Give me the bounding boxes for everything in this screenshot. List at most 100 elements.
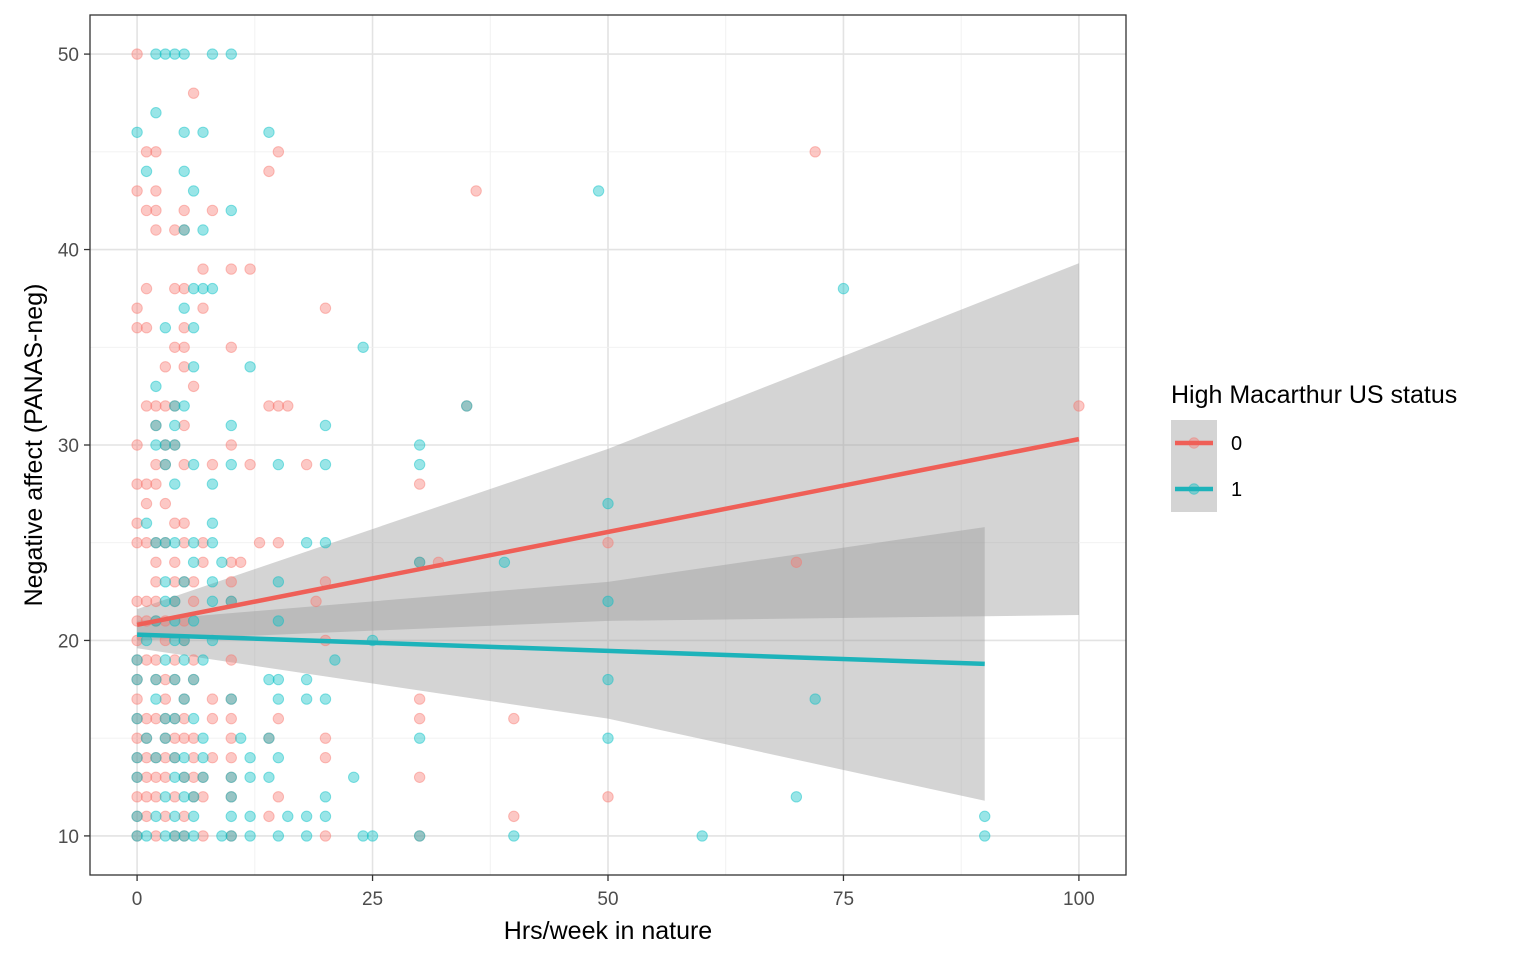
data-point-group-1 (187, 458, 200, 471)
data-point-group-0 (197, 830, 209, 842)
data-point-group-1 (225, 204, 237, 217)
data-point-group-1 (225, 693, 237, 705)
data-point-group-1 (282, 810, 294, 823)
data-point-group-0 (178, 204, 190, 217)
data-point-group-1 (159, 458, 172, 471)
data-point-group-1 (178, 576, 190, 588)
data-point-group-0 (187, 752, 200, 764)
data-point-group-0 (131, 810, 143, 823)
data-point-group-0 (187, 732, 200, 744)
data-point-group-0 (150, 478, 162, 490)
data-point-group-0 (225, 752, 237, 764)
data-point-group-1 (216, 830, 228, 842)
data-point-group-0 (470, 185, 482, 197)
data-point-group-1 (413, 732, 426, 744)
data-point-group-0 (206, 752, 219, 764)
data-point-group-1 (366, 830, 379, 842)
data-point-group-1 (197, 224, 209, 236)
data-point-group-1 (187, 361, 200, 373)
data-point-group-0 (187, 380, 200, 393)
data-point-group-0 (169, 341, 181, 353)
data-point-group-1 (169, 810, 181, 823)
data-point-group-1 (187, 185, 200, 197)
data-point-group-1 (169, 478, 181, 490)
data-point-group-1 (225, 419, 237, 432)
data-point-group-0 (169, 517, 181, 529)
data-point-group-1 (206, 282, 219, 295)
data-point-group-0 (131, 48, 143, 60)
data-point-group-1 (150, 537, 162, 549)
data-point-group-1 (263, 732, 275, 744)
data-point-group-0 (263, 165, 275, 178)
data-point-group-0 (300, 458, 313, 471)
data-point-group-0 (169, 439, 181, 451)
data-point-group-0 (234, 556, 247, 568)
data-point-group-1 (300, 537, 313, 549)
data-point-group-0 (178, 517, 190, 529)
data-point-group-0 (150, 224, 162, 236)
data-point-group-1 (178, 693, 190, 705)
data-point-group-0 (206, 204, 219, 217)
data-point-group-1 (169, 771, 181, 783)
data-point-group-1 (461, 400, 473, 412)
data-point-group-1 (272, 673, 285, 686)
data-point-group-1 (263, 771, 275, 783)
data-point-group-1 (159, 791, 172, 803)
data-point-group-1 (197, 732, 209, 744)
data-point-group-0 (263, 400, 275, 412)
data-point-group-0 (413, 712, 426, 725)
data-point-group-0 (225, 693, 237, 705)
data-point-group-0 (319, 830, 332, 842)
data-point-group-0 (508, 810, 520, 823)
data-point-group-0 (413, 693, 426, 705)
data-point-group-0 (131, 537, 143, 549)
data-point-group-0 (461, 400, 473, 412)
data-point-group-1 (790, 791, 803, 803)
data-point-group-0 (197, 771, 209, 783)
data-point-group-1 (225, 458, 237, 471)
data-point-group-1 (178, 126, 190, 138)
data-point-group-0 (159, 732, 172, 744)
data-point-group-0 (131, 693, 143, 705)
data-point-group-0 (790, 556, 803, 568)
data-point-group-0 (131, 302, 143, 314)
legend-title: High Macarthur US status (1171, 381, 1457, 409)
data-point-group-1 (150, 107, 162, 119)
data-point-group-0 (187, 791, 200, 803)
data-point-group-1 (300, 693, 313, 705)
data-point-group-0 (169, 673, 181, 686)
data-point-group-0 (187, 576, 200, 588)
data-point-group-0 (140, 712, 153, 725)
data-point-group-1 (169, 439, 181, 451)
data-point-group-0 (225, 791, 237, 803)
data-point-group-0 (169, 595, 181, 608)
data-point-group-0 (169, 752, 181, 764)
data-point-group-0 (413, 771, 426, 783)
data-point-group-1 (206, 478, 219, 490)
data-point-group-1 (150, 48, 162, 60)
data-point-group-1 (206, 517, 219, 529)
data-point-group-0 (169, 556, 181, 568)
data-point-group-1 (244, 771, 256, 783)
data-point-group-0 (140, 810, 153, 823)
data-point-group-1 (225, 771, 237, 783)
data-point-group-1 (150, 693, 162, 705)
data-point-group-0 (809, 146, 821, 158)
data-point-group-0 (225, 576, 237, 588)
data-point-group-1 (357, 830, 369, 842)
data-point-group-1 (272, 693, 285, 705)
data-point-group-0 (159, 693, 172, 705)
data-point-group-1 (169, 537, 181, 549)
data-point-group-1 (206, 48, 219, 60)
data-point-group-1 (272, 752, 285, 764)
data-point-group-0 (131, 478, 143, 490)
fit-line-0 (136, 436, 1080, 628)
data-point-group-1 (300, 830, 313, 842)
data-point-group-1 (319, 810, 332, 823)
data-point-group-1 (197, 126, 209, 138)
data-point-group-0 (150, 419, 162, 432)
data-point-group-1 (413, 830, 426, 842)
data-point-group-1 (131, 810, 143, 823)
data-point-group-1 (187, 791, 200, 803)
data-point-group-0 (150, 791, 162, 803)
